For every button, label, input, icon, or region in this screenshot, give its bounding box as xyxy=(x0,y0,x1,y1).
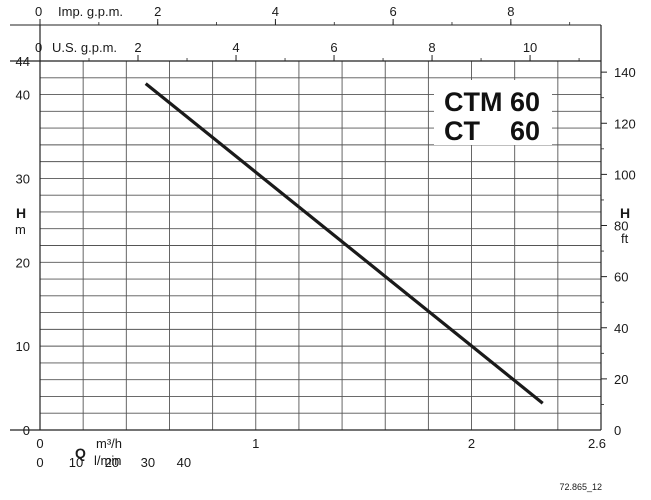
us-gpm-tick-label: 6 xyxy=(330,40,337,55)
us-gpm-axis-label: U.S. g.p.m. xyxy=(52,40,117,55)
imp-gpm-tick-label: 8 xyxy=(507,4,514,19)
us-gpm-tick-label: 10 xyxy=(523,40,537,55)
x-tick-label-m3h: 2 xyxy=(468,436,475,451)
y-tick-label-m: 30 xyxy=(16,171,30,186)
y-axis-symbol-left: H xyxy=(16,205,26,221)
us-gpm-tick-label: 4 xyxy=(232,40,239,55)
y-tick-label-ft-zero: 0 xyxy=(614,423,621,438)
us-gpm-tick-label: 2 xyxy=(134,40,141,55)
y-tick-label-m: 44 xyxy=(16,54,30,69)
us-gpm-tick-label: 0 xyxy=(35,40,42,55)
x-tick-label-lmin: 0 xyxy=(36,455,43,470)
y-tick-label-ft: 20 xyxy=(614,372,628,387)
imp-gpm-axis-label: Imp. g.p.m. xyxy=(58,4,123,19)
y-axis-unit-right: ft xyxy=(621,231,629,246)
us-gpm-tick-label: 8 xyxy=(428,40,435,55)
imp-gpm-tick-label: 4 xyxy=(272,4,279,19)
imp-gpm-tick-label: 0 xyxy=(35,4,42,19)
imp-gpm-tick-label: 6 xyxy=(390,4,397,19)
imp-gpm-tick-label: 2 xyxy=(154,4,161,19)
y-tick-label-ft: 120 xyxy=(614,116,636,131)
y-axis-symbol-right: H xyxy=(620,205,630,221)
y-tick-label-ft: 60 xyxy=(614,270,628,285)
pump-curve-line xyxy=(144,82,544,405)
x-axis-unit-m3h: m³/h xyxy=(96,436,122,451)
reference-code: 72.865_12 xyxy=(559,482,602,492)
y-tick-label-m: 10 xyxy=(16,339,30,354)
model-title-line-1: CTM 60 xyxy=(444,87,540,117)
x-tick-label-lmin: 40 xyxy=(177,455,191,470)
curve-layer xyxy=(144,82,544,405)
x-axis-unit-lmin: l/min xyxy=(94,453,121,468)
axis-labels: 0 Imp. g.p.m. 2 4 6 80 U.S. g.p.m. 2 4 6 8 10010203… xyxy=(15,4,636,492)
x-axis-symbol: Q xyxy=(75,445,86,461)
y-tick-label-ft: 100 xyxy=(614,167,636,182)
y-tick-label-m: 40 xyxy=(16,88,30,103)
x-tick-label-lmin: 10 xyxy=(69,455,83,470)
x-tick-label-m3h: 0 xyxy=(36,436,43,451)
y-tick-label-m: 0 xyxy=(23,423,30,438)
y-tick-label-m: 20 xyxy=(16,255,30,270)
y-tick-label-ft: 140 xyxy=(614,65,636,80)
plot-frame xyxy=(10,19,607,431)
x-tick-label-lmin: 20 xyxy=(105,455,119,470)
x-tick-label-m3h: 1 xyxy=(252,436,259,451)
x-tick-label-lmin: 30 xyxy=(141,455,155,470)
y-axis-unit-left: m xyxy=(15,222,26,237)
x-tick-label-m3h: 2.6 xyxy=(588,436,606,451)
model-title-line-2: CT 60 xyxy=(444,116,540,146)
model-title-box xyxy=(434,80,552,145)
y-tick-label-ft: 40 xyxy=(614,321,628,336)
y-tick-label-ft: 80 xyxy=(614,219,628,234)
